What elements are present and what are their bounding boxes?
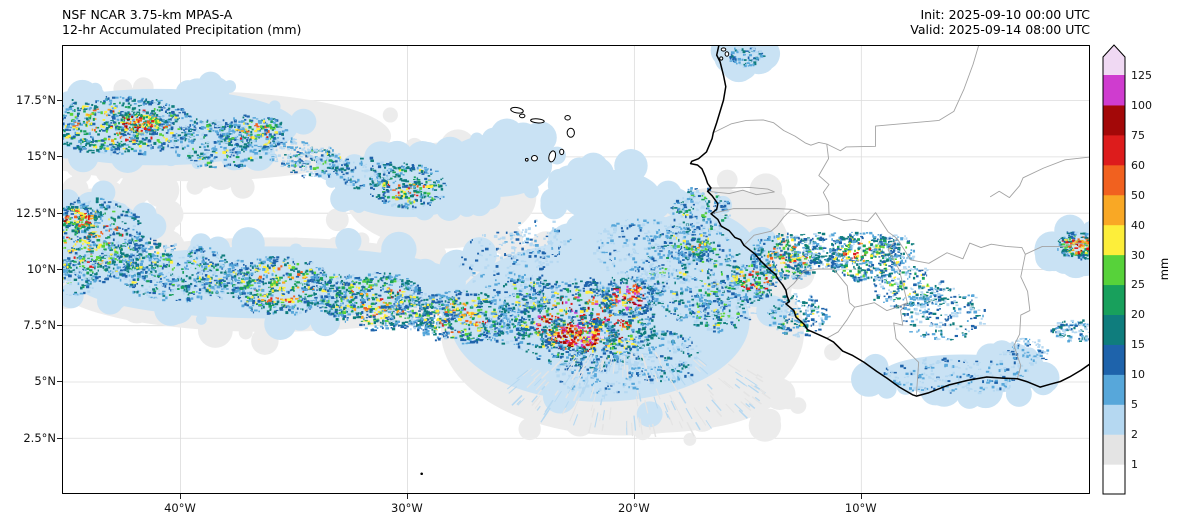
colorbar-segment bbox=[1103, 374, 1125, 405]
colorbar-tick-label: 15 bbox=[1131, 338, 1145, 352]
colorbar-segment bbox=[1103, 404, 1125, 435]
figure-header-right: Init: 2025-09-10 00:00 UTC Valid: 2025-0… bbox=[910, 7, 1090, 37]
colorbar-tick-label: 10 bbox=[1131, 368, 1145, 382]
y-tick-label: 10°N bbox=[27, 261, 56, 276]
colorbar-segment bbox=[1103, 284, 1125, 315]
x-tick-mark bbox=[406, 494, 408, 499]
x-tick-label: 20°W bbox=[617, 501, 650, 515]
colorbar-segment bbox=[1103, 344, 1125, 375]
valid-time: Valid: 2025-09-14 08:00 UTC bbox=[910, 22, 1090, 37]
y-tick-mark bbox=[57, 325, 62, 327]
colorbar-svg bbox=[1102, 44, 1126, 495]
y-tick-label: 17.5°N bbox=[16, 93, 56, 108]
init-time: Init: 2025-09-10 00:00 UTC bbox=[920, 7, 1090, 22]
colorbar-tick-label: 5 bbox=[1131, 398, 1138, 412]
colorbar-tick-label: 1 bbox=[1131, 458, 1138, 472]
y-tick-label: 5°N bbox=[34, 374, 56, 389]
colorbar-tick-label: 100 bbox=[1131, 98, 1152, 112]
colorbar-outline bbox=[1102, 44, 1126, 495]
colorbar-segment bbox=[1103, 164, 1125, 196]
y-tick-mark bbox=[57, 100, 62, 102]
y-tick-label: 12.5°N bbox=[16, 205, 56, 220]
model-name: NSF NCAR 3.75-km MPAS-A bbox=[62, 7, 233, 22]
colorbar bbox=[1102, 44, 1128, 499]
y-tick-mark bbox=[57, 268, 62, 270]
colorbar-segment bbox=[1103, 224, 1125, 256]
x-tick-mark bbox=[860, 494, 862, 499]
colorbar-unit-label: mm bbox=[1157, 257, 1171, 281]
x-tick-mark bbox=[180, 494, 181, 499]
y-tick-mark bbox=[57, 212, 62, 214]
plot-variable-title: 12-hr Accumulated Precipitation (mm) bbox=[62, 22, 302, 37]
colorbar-tick-label: 125 bbox=[1131, 68, 1152, 82]
colorbar-segment bbox=[1103, 134, 1125, 166]
colorbar-tick-label: 75 bbox=[1131, 128, 1145, 142]
colorbar-tick-label: 50 bbox=[1131, 188, 1145, 202]
colorbar-segment bbox=[1103, 254, 1125, 286]
x-tick-label: 40°W bbox=[164, 501, 196, 515]
y-tick-mark bbox=[57, 381, 62, 383]
colorbar-tick-label: 2 bbox=[1131, 428, 1138, 442]
colorbar-tick-label: 20 bbox=[1131, 308, 1145, 322]
colorbar-tick-label: 30 bbox=[1131, 248, 1145, 262]
y-tick-mark bbox=[57, 437, 62, 439]
x-tick-label: 10°W bbox=[844, 501, 877, 515]
figure-header-left: NSF NCAR 3.75-km MPAS-A 12-hr Accumulate… bbox=[62, 7, 301, 37]
colorbar-segment bbox=[1103, 104, 1125, 136]
precipitation-map-canvas bbox=[62, 45, 1090, 494]
colorbar-tick-label: 25 bbox=[1131, 278, 1145, 292]
y-tick-label: 15°N bbox=[27, 149, 56, 164]
y-tick-label: 7.5°N bbox=[23, 318, 56, 333]
colorbar-segment bbox=[1103, 434, 1125, 465]
y-tick-mark bbox=[57, 156, 62, 158]
colorbar-segment bbox=[1103, 45, 1125, 75]
colorbar-segment bbox=[1103, 194, 1125, 226]
x-tick-mark bbox=[633, 494, 635, 499]
colorbar-segment bbox=[1103, 314, 1125, 345]
x-tick-label: 30°W bbox=[391, 501, 423, 515]
colorbar-tick-label: 40 bbox=[1131, 218, 1145, 232]
colorbar-segment bbox=[1103, 74, 1125, 106]
y-tick-label: 2.5°N bbox=[23, 430, 56, 445]
colorbar-tick-label: 60 bbox=[1131, 158, 1145, 172]
colorbar-segment bbox=[1103, 464, 1125, 495]
